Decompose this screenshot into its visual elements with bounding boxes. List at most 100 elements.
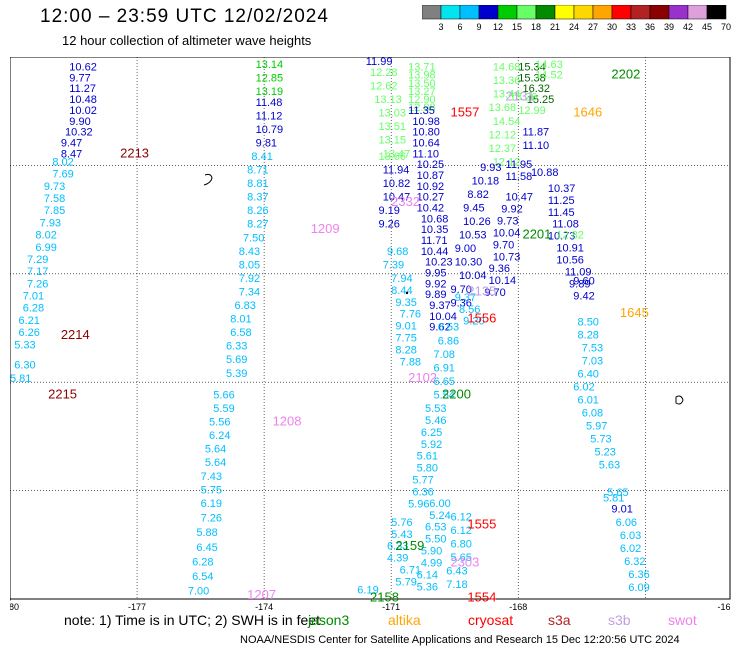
wave-height-value: 16.32 xyxy=(522,83,550,95)
wave-height-value: 10.73 xyxy=(493,251,521,263)
colorbar-swatch xyxy=(459,5,480,20)
colorbar-label: 18 xyxy=(531,22,541,32)
wave-height-value: 6.86 xyxy=(438,335,459,347)
colorbar-swatch xyxy=(649,5,670,20)
wave-height-value: 12.88 xyxy=(408,102,436,114)
pass-time-label: 2214 xyxy=(61,327,90,342)
wave-height-value: 13.26 xyxy=(510,91,538,103)
wave-height-value: 7.26 xyxy=(27,278,48,290)
wave-height-value: 11.45 xyxy=(548,207,575,219)
lat-tick-label: 26 xyxy=(10,269,11,279)
wave-height-value: 10.47 xyxy=(506,192,534,204)
pass-time-label: 2303 xyxy=(450,554,479,569)
wave-height-value: 6.45 xyxy=(196,542,217,554)
wave-height-value: 13.51 xyxy=(378,121,406,133)
footer-note: note: 1) Time is in UTC; 2) SWH is in fe… xyxy=(64,612,320,628)
lon-tick-label: -16 xyxy=(717,602,730,612)
wave-height-value: 10.62 xyxy=(69,62,97,74)
wave-height-value: 7.39 xyxy=(383,259,404,271)
wave-height-value: 6.80 xyxy=(450,539,471,551)
wave-height-value: 8.82 xyxy=(467,189,488,201)
wave-height-value: 10.14 xyxy=(489,275,517,287)
wave-height-value: 6.19 xyxy=(357,585,378,597)
wave-height-value: 9.19 xyxy=(378,205,399,217)
wave-height-value: 8.37 xyxy=(247,192,268,204)
wave-height-value: 8.28 xyxy=(395,344,416,356)
wave-height-value: 9.60 xyxy=(573,276,594,288)
wave-height-value: 6.83 xyxy=(234,300,255,312)
wave-height-value: 11.25 xyxy=(548,195,575,207)
pass-time-label: 1208 xyxy=(273,414,302,429)
pass-time-label: 2159 xyxy=(395,538,424,553)
wave-height-value: 8.26 xyxy=(247,205,268,217)
wave-height-value: 10.80 xyxy=(412,127,440,139)
satellite-legend-altika: altika xyxy=(388,612,421,628)
wave-height-value: 7.53 xyxy=(582,342,603,354)
colorbar-swatch xyxy=(422,5,442,20)
wave-height-value: 13.68 xyxy=(489,102,517,114)
wave-height-value: 8.47 xyxy=(61,148,82,160)
wave-height-value: 9.73 xyxy=(497,215,518,227)
wave-height-value: 14.54 xyxy=(493,116,521,128)
colorbar-label: 39 xyxy=(664,22,674,32)
wave-height-value: 10.32 xyxy=(65,127,93,139)
wave-height-value: 9.90 xyxy=(69,116,90,128)
colorbar-label: 9 xyxy=(476,22,481,32)
wave-height-value: 6.30 xyxy=(14,360,35,372)
wave-height-value: 10.27 xyxy=(417,192,445,204)
wave-height-value: 7.29 xyxy=(27,254,48,266)
wave-height-value: 10.88 xyxy=(531,167,559,179)
satellite-legend-cryosat: cryosat xyxy=(468,612,514,628)
lat-tick-label: 20 xyxy=(10,594,11,604)
wave-height-value: 7.26 xyxy=(201,512,222,524)
wave-height-value: 4.39 xyxy=(387,553,408,565)
colorbar-swatch xyxy=(630,5,651,20)
island-outline xyxy=(203,173,213,186)
wave-height-value: 11.58 xyxy=(506,171,533,183)
wave-height-value: 10.23 xyxy=(425,257,453,269)
wave-height-value: 7.92 xyxy=(239,273,260,285)
wave-height-value: 6.12 xyxy=(450,525,471,537)
wave-height-value: 6.40 xyxy=(578,368,599,380)
pass-time-label: 2202 xyxy=(611,67,640,82)
wave-height-value: 5.96 xyxy=(408,498,429,510)
page-title: 12:00 – 23:59 UTC 12/02/2024 xyxy=(40,6,329,27)
wave-height-value: 5.81 xyxy=(10,373,31,385)
colorbar-label: 42 xyxy=(683,22,693,32)
island-outline-2 xyxy=(675,395,684,405)
wave-height-value: 6.12 xyxy=(450,511,471,523)
wave-height-value: 8.43 xyxy=(239,246,260,258)
lat-tick-label: 30 xyxy=(10,57,11,62)
wave-height-value: 15.34 xyxy=(518,62,546,74)
wave-height-value: 10.98 xyxy=(412,116,440,128)
wave-height-value: 8.28 xyxy=(578,329,599,341)
pass-time-label: 2201 xyxy=(522,227,551,242)
wave-height-value: 6.19 xyxy=(201,498,222,510)
pass-time-label: 2215 xyxy=(48,386,77,401)
wave-height-value: 12.82 xyxy=(556,230,584,242)
wave-height-value: 11.71 xyxy=(421,235,448,247)
wave-height-value: 7.18 xyxy=(446,579,467,591)
pass-time-label: 1646 xyxy=(573,105,602,120)
wave-height-value: 6.00 xyxy=(429,498,450,510)
wave-height-value: 13.14 xyxy=(256,59,284,71)
wave-height-value: 5.59 xyxy=(213,403,234,415)
wave-height-value: 11.99 xyxy=(366,57,393,68)
wave-height-value: 11.27 xyxy=(69,83,96,95)
wave-height-value: 13.47 xyxy=(383,148,411,160)
wave-height-value: 5.73 xyxy=(590,433,611,445)
pass-time-label: 2135 xyxy=(467,283,496,298)
pass-time-label: 2200 xyxy=(442,386,471,401)
wave-height-value: 9.93 xyxy=(480,162,501,174)
colorbar-label: 21 xyxy=(550,22,560,32)
wave-height-value: 13.66 xyxy=(378,151,406,163)
wave-height-value: 8.81 xyxy=(247,178,268,190)
wave-height-value: 9.68 xyxy=(387,246,408,258)
wave-height-value: 9.92 xyxy=(501,204,522,216)
wave-height-value: 9.35 xyxy=(395,297,416,309)
lon-tick-label: -177 xyxy=(128,602,146,612)
wave-height-value: 10.73 xyxy=(548,231,576,243)
wave-height-value: 8.50 xyxy=(578,316,599,328)
colorbar-swatch xyxy=(516,5,537,20)
wave-height-value: 5.65 xyxy=(607,487,628,499)
